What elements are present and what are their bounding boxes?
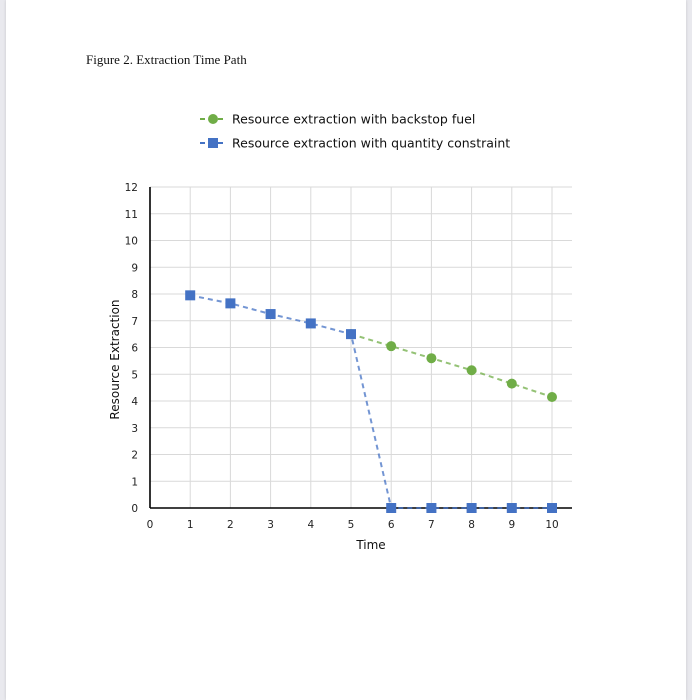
data-point [547,391,557,402]
series-line [190,294,552,509]
data-point [547,503,557,513]
figure-title: Figure 2. Extraction Time Path [86,52,247,67]
y-tick-label: 2 [131,450,138,462]
data-point [265,309,276,320]
legend: Resource extraction with backstop fuel Re… [200,112,510,151]
document-page: Figure 2. Extraction Time Path [6,0,686,700]
data-point [386,341,397,352]
data-point [506,378,517,389]
series-line [350,333,553,398]
y-tick-label: 4 [131,396,138,408]
x-axis-title: Time [355,538,385,552]
x-tick-label: 6 [388,519,395,531]
x-tick-label: 9 [508,519,515,531]
x-tick-label: 10 [545,519,558,531]
data-point [386,503,397,513]
y-tick-label: 3 [131,423,138,435]
data-point [305,318,316,329]
legend-entry: Resource extraction with quantity constr… [200,136,510,151]
grid-lines [150,186,572,508]
data-point [426,503,437,513]
legend-entry: Resource extraction with backstop fuel [200,112,475,127]
y-tick-label: 11 [125,209,138,221]
legend-circle-marker [208,114,218,124]
y-tick-label: 7 [131,316,138,328]
data-point [225,298,236,309]
x-tick-label: 8 [468,519,475,531]
x-tick-label: 2 [227,519,234,531]
x-tick-label: 5 [348,519,355,531]
data-point [466,365,477,376]
x-tick-label: 4 [307,519,314,531]
x-tick-label: 3 [267,519,274,531]
y-tick-label: 5 [131,369,138,381]
y-axis-title: Resource Extraction [108,299,122,419]
y-tick-label: 9 [131,262,138,274]
legend-label: Resource extraction with quantity constr… [232,136,510,151]
series [185,290,557,513]
series-backstop-fuel [346,329,557,402]
legend-square-marker [208,138,218,148]
data-point [185,290,196,301]
y-tick-label: 0 [131,503,138,515]
data-point [426,353,437,364]
x-tick-label: 7 [428,519,435,531]
series-quantity-constraint [185,290,557,513]
y-tick-label: 1 [131,476,138,488]
x-tick-label: 1 [187,519,194,531]
data-point [506,503,517,513]
y-tick-label: 10 [125,236,138,248]
legend-label: Resource extraction with backstop fuel [232,112,475,127]
data-point [346,329,356,340]
y-tick-label: 8 [131,289,138,301]
x-tick-label: 0 [147,519,154,531]
y-tick-label: 6 [131,343,138,355]
data-point [466,503,477,513]
y-tick-label: 12 [125,182,138,194]
